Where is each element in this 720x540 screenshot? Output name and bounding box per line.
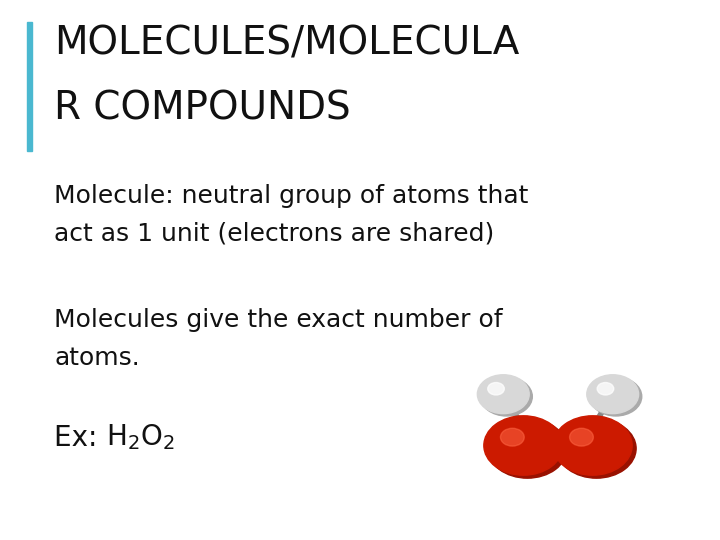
Circle shape <box>590 377 642 416</box>
Circle shape <box>488 419 567 478</box>
Circle shape <box>484 416 563 475</box>
Bar <box>27 22 32 151</box>
Circle shape <box>597 382 613 395</box>
Text: Molecules give the exact number of: Molecules give the exact number of <box>54 308 503 332</box>
Circle shape <box>557 419 636 478</box>
Text: Molecule: neutral group of atoms that: Molecule: neutral group of atoms that <box>54 184 528 207</box>
Circle shape <box>477 375 529 414</box>
Text: Ex:: Ex: <box>54 423 107 451</box>
Text: atoms.: atoms. <box>54 346 140 369</box>
Circle shape <box>487 382 504 395</box>
Circle shape <box>553 416 632 475</box>
Circle shape <box>587 375 639 414</box>
Text: H$_2$O$_2$: H$_2$O$_2$ <box>106 422 175 453</box>
Circle shape <box>500 428 524 446</box>
Circle shape <box>480 377 532 416</box>
Circle shape <box>570 428 593 446</box>
Text: R COMPOUNDS: R COMPOUNDS <box>54 89 351 127</box>
Text: act as 1 unit (electrons are shared): act as 1 unit (electrons are shared) <box>54 221 494 245</box>
Text: MOLECULES/MOLECULA: MOLECULES/MOLECULA <box>54 24 519 62</box>
